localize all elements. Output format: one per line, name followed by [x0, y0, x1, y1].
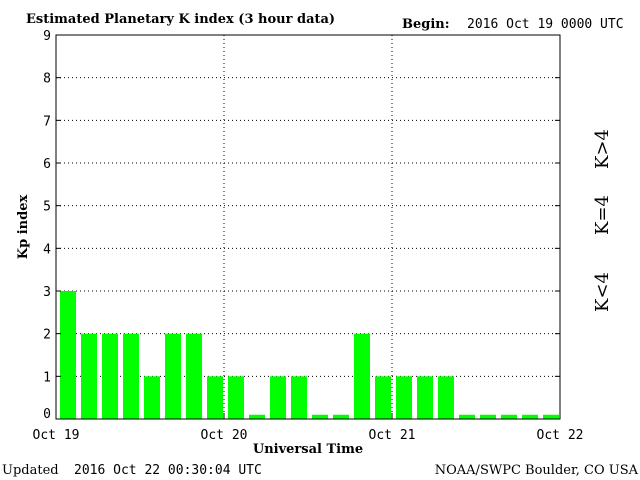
x-axis-ticks: Oct 19 Oct 20 Oct 21 Oct 22	[33, 413, 584, 443]
begin-label: Begin:	[402, 17, 450, 32]
kp-bar	[522, 414, 538, 419]
grid	[56, 35, 560, 419]
y-tick-label: 1	[43, 370, 51, 385]
x-tick-label: Oct 20	[201, 428, 248, 443]
kp-bar	[333, 414, 349, 419]
plot-frame	[55, 34, 561, 420]
kp-bar	[144, 376, 160, 419]
y-axis-ticks: 0 1 2 3 4 5 6 7 8 9	[43, 29, 560, 422]
kp-bar	[249, 414, 265, 419]
source-credit: NOAA/SWPC Boulder, CO USA	[435, 463, 639, 478]
x-tick-label: Oct 19	[33, 428, 80, 443]
y-tick-label: 2	[43, 328, 51, 343]
kp-bar	[480, 414, 496, 419]
kp-bar	[228, 376, 244, 419]
bar-series	[60, 291, 559, 419]
legend-k-below-4: K<4	[592, 272, 613, 312]
kp-bar	[207, 376, 223, 419]
y-tick-label: 5	[43, 200, 51, 215]
chart-title: Estimated Planetary K index (3 hour data…	[26, 12, 335, 27]
begin-value: 2016 Oct 19 0000 UTC	[467, 17, 624, 32]
y-tick-label: 4	[43, 242, 51, 257]
y-axis-label: Kp index	[16, 195, 31, 260]
y-tick-label: 0	[43, 407, 51, 422]
kp-bar	[354, 333, 370, 419]
kp-bar	[501, 414, 517, 419]
x-tick-label: Oct 21	[369, 428, 416, 443]
kp-bar	[102, 333, 118, 419]
x-axis-label: Universal Time	[253, 442, 363, 457]
kp-bar	[81, 333, 97, 419]
kp-bar	[375, 376, 391, 419]
kp-bar	[396, 376, 412, 419]
legend-k-above-4: K>4	[592, 129, 613, 169]
kp-bar	[438, 376, 454, 419]
updated-label: Updated	[2, 463, 59, 478]
kp-bar	[270, 376, 286, 419]
y-tick-label: 7	[43, 114, 51, 129]
kp-bar	[60, 291, 76, 419]
kp-bar	[186, 333, 202, 419]
kp-bar	[459, 414, 475, 419]
y-tick-label: 8	[43, 72, 51, 87]
updated-value: 2016 Oct 22 00:30:04 UTC	[74, 463, 262, 478]
x-tick-label: Oct 22	[537, 428, 584, 443]
kp-bar	[165, 333, 181, 419]
y-tick-label: 6	[43, 157, 51, 172]
legend-k-equals-4: K=4	[592, 195, 613, 235]
kp-bar	[312, 414, 328, 419]
kp-bar	[291, 376, 307, 419]
kp-bar	[417, 376, 433, 419]
y-tick-label: 3	[43, 285, 51, 300]
kp-bar	[123, 333, 139, 419]
y-tick-label: 9	[43, 29, 51, 44]
kp-bar	[543, 414, 559, 419]
